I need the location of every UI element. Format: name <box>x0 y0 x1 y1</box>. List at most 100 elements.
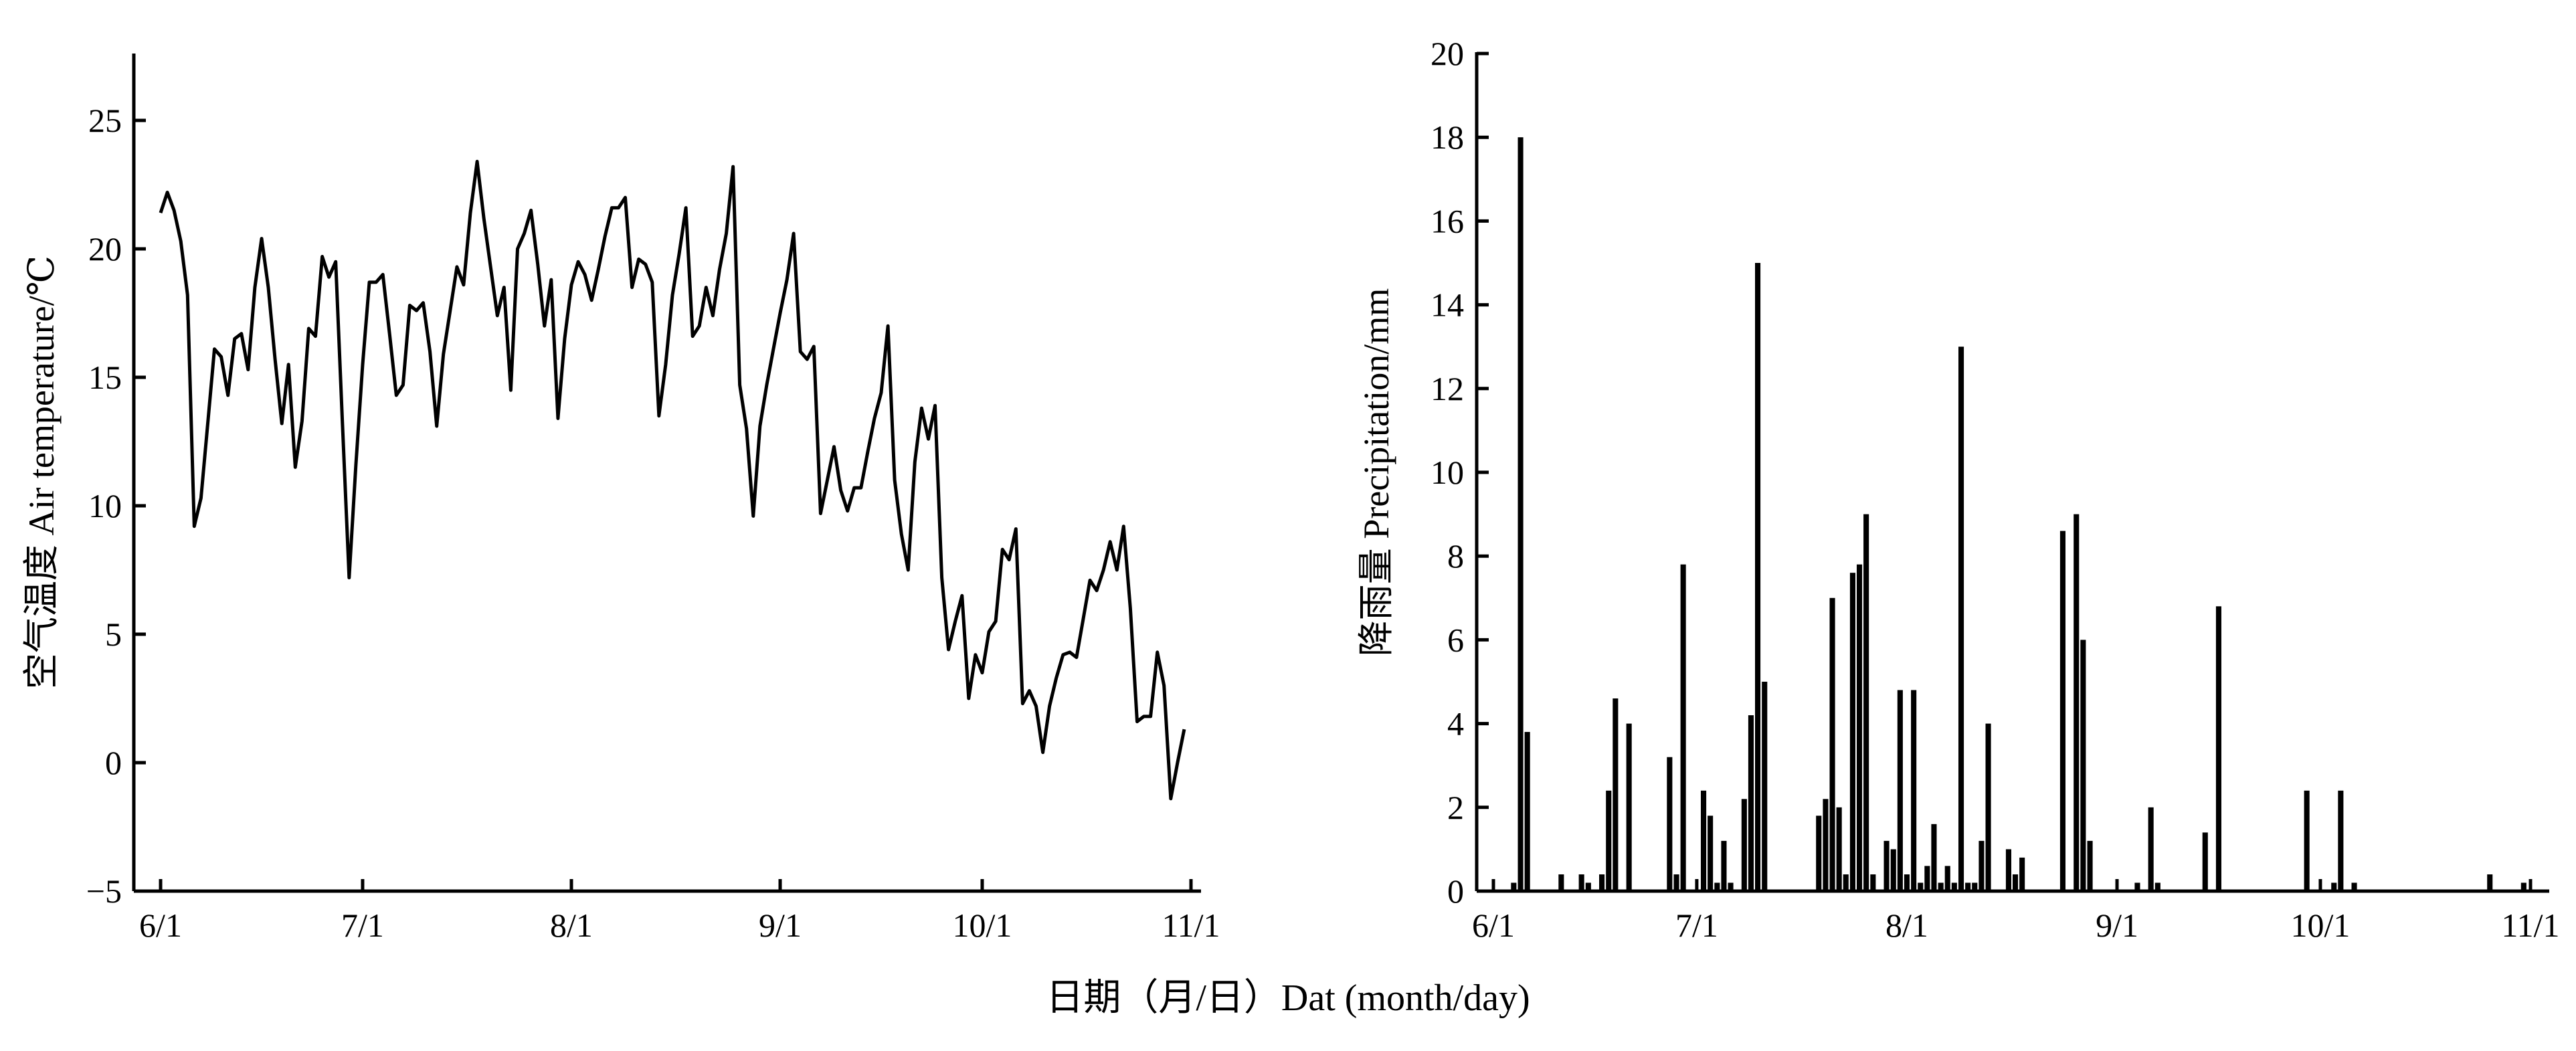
precipitation-bar <box>1883 840 1890 891</box>
precipitation-bar <box>1944 866 1950 891</box>
precipitation-bar <box>1714 882 1720 891</box>
precipitation-y-tick-label: 12 <box>1431 370 1464 407</box>
precipitation-bar <box>1755 263 1761 891</box>
precipitation-bar <box>1762 682 1768 891</box>
precipitation-bar <box>1606 790 1612 891</box>
precipitation-bar <box>2005 849 2011 891</box>
precipitation-bar <box>2304 790 2310 891</box>
shared-x-axis-label: 日期（月/日）Dat (month/day) <box>1046 977 1530 1019</box>
precipitation-bar <box>2013 874 2019 891</box>
precipitation-bar <box>1965 882 1971 891</box>
precipitation-y-tick-label: 0 <box>1447 872 1464 910</box>
precipitation-y-tick-label: 8 <box>1447 537 1464 575</box>
temperature-series-line <box>159 159 1186 801</box>
precipitation-bar <box>1673 874 1679 891</box>
precipitation-bar <box>2148 807 2154 891</box>
precipitation-bar <box>2154 882 2160 891</box>
precipitation-bar <box>1931 824 1937 891</box>
precipitation-bar <box>1626 723 1632 891</box>
precipitation-bar <box>1701 790 1707 891</box>
precipitation-bar <box>2134 882 2140 891</box>
temperature-x-tick-label: 8/1 <box>550 906 593 944</box>
precipitation-y-tick-label: 4 <box>1447 705 1464 743</box>
temperature-x-tick-label: 11/1 <box>1162 906 1220 944</box>
precipitation-bar <box>1958 347 1964 891</box>
temperature-y-axis-label: 空气温度 Air temperature/℃ <box>21 256 62 689</box>
precipitation-bar <box>1721 840 1727 891</box>
precipitation-bar <box>1524 732 1530 891</box>
precipitation-bar <box>1843 874 1849 891</box>
precipitation-bar <box>2202 832 2208 891</box>
temperature-x-tick-label: 7/1 <box>341 906 384 944</box>
temperature-x-tick-label: 9/1 <box>759 906 802 944</box>
precipitation-bar <box>1979 840 1985 891</box>
precipitation-x-tick-label: 11/1 <box>2501 906 2559 944</box>
temperature-y-tick-label: 20 <box>88 230 122 268</box>
temperature-y-ticks: 25 20 15 10 5 0 −5 <box>86 102 146 910</box>
precipitation-y-tick-label: 6 <box>1447 621 1464 658</box>
precipitation-bar <box>1890 849 1896 891</box>
temperature-x-tick-label: 10/1 <box>953 906 1012 944</box>
precipitation-bar <box>2074 514 2080 891</box>
precipitation-y-tick-label: 16 <box>1431 202 1464 240</box>
precipitation-y-axis-label: 降雨量 Precipitation/mm <box>1356 288 1396 656</box>
temperature-y-tick-label: 15 <box>88 359 122 396</box>
precipitation-bar <box>1558 874 1564 891</box>
precipitation-bar <box>1836 807 1842 891</box>
precipitation-bar <box>1728 882 1734 891</box>
precipitation-x-ticks: 6/1 7/1 8/1 9/1 10/1 11/1 <box>1472 879 2560 944</box>
precipitation-bar <box>1938 882 1944 891</box>
precipitation-bar <box>1870 874 1876 891</box>
precipitation-bar <box>1918 882 1924 891</box>
precipitation-bar <box>1897 690 1903 891</box>
precipitation-bar <box>1924 866 1930 891</box>
precipitation-bar <box>1741 799 1747 891</box>
precipitation-bar <box>1667 757 1673 891</box>
precipitation-bar <box>2019 857 2025 891</box>
precipitation-y-tick-label: 2 <box>1447 789 1464 826</box>
precipitation-x-tick-label: 6/1 <box>1472 906 1515 944</box>
precipitation-bar <box>1816 816 1822 891</box>
precipitation-y-tick-label: 10 <box>1431 454 1464 491</box>
precipitation-bar <box>1680 564 1686 891</box>
precipitation-bar <box>1911 690 1917 891</box>
precipitation-bar <box>1578 874 1584 891</box>
precipitation-bar <box>2487 874 2493 891</box>
precipitation-bar <box>1985 723 1991 891</box>
precipitation-bars <box>1511 137 2526 892</box>
precipitation-y-tick-label: 18 <box>1431 118 1464 156</box>
precipitation-bar <box>2059 531 2065 891</box>
precipitation-bar <box>1748 715 1754 891</box>
temperature-y-tick-label: −5 <box>86 872 122 910</box>
temperature-x-ticks: 6/1 7/1 8/1 9/1 10/1 11/1 <box>139 879 1220 944</box>
precipitation-x-tick-label: 7/1 <box>1675 906 1718 944</box>
precipitation-bar <box>1951 882 1957 891</box>
precipitation-bar <box>1517 137 1524 892</box>
precipitation-bar <box>1599 874 1605 891</box>
precipitation-bar <box>2215 606 2221 891</box>
precipitation-bar <box>1511 882 1517 891</box>
temperature-chart: 25 20 15 10 5 0 −5 6/1 7/1 8/1 9/1 10/1 11/1 空气温度 A… <box>21 54 1220 944</box>
precipitation-bar <box>2520 882 2526 891</box>
precipitation-bar <box>2331 882 2337 891</box>
temperature-x-tick-label: 6/1 <box>139 906 182 944</box>
precipitation-bar <box>1857 564 1863 891</box>
precipitation-bar <box>1972 882 1978 891</box>
precipitation-y-tick-label: 20 <box>1431 35 1464 72</box>
precipitation-y-tick-label: 14 <box>1431 286 1464 324</box>
precipitation-bar <box>2351 882 2357 891</box>
precipitation-x-tick-label: 10/1 <box>2290 906 2350 944</box>
precipitation-bar <box>2338 790 2344 891</box>
precipitation-x-tick-label: 9/1 <box>2096 906 2138 944</box>
precipitation-bar <box>1823 799 1829 891</box>
temperature-y-tick-label: 10 <box>88 487 122 524</box>
precipitation-bar <box>1863 514 1869 891</box>
precipitation-x-tick-label: 8/1 <box>1885 906 1928 944</box>
temperature-y-tick-label: 5 <box>105 615 122 653</box>
precipitation-bar <box>1829 597 1835 891</box>
precipitation-bar <box>1613 698 1619 891</box>
temperature-y-tick-label: 0 <box>105 744 122 781</box>
